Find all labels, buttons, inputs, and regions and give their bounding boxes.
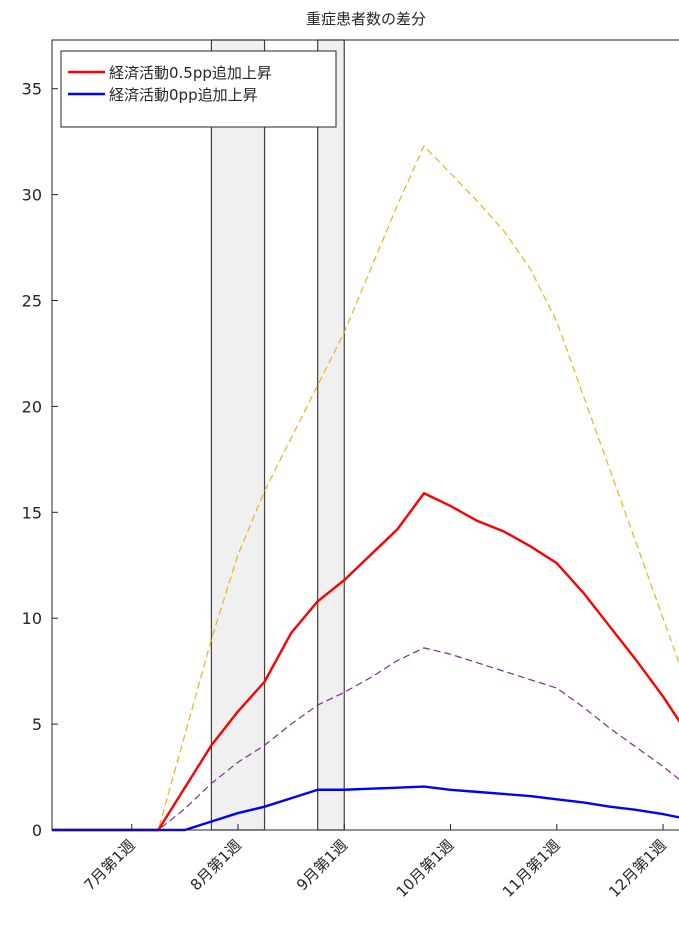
y-tick-label: 20 — [22, 397, 42, 416]
axes: 0 5 10 15 20 25 30 35 7月第1週 8月第1週 9月第1週 10月第1週 11月第1… — [22, 40, 679, 901]
chart-title: 重症患者数の差分 — [306, 10, 426, 28]
series-lines — [52, 146, 679, 830]
x-tick-label: 12月第1週 — [605, 836, 670, 901]
x-tick-label: 10月第1週 — [393, 836, 458, 901]
series-line-2 — [52, 787, 679, 830]
x-tick-label: 7月第1週 — [80, 836, 138, 894]
y-tick-label: 5 — [32, 715, 42, 734]
legend-label-2: 経済活動0pp追加上昇 — [109, 86, 258, 104]
x-tick-label: 11月第1週 — [499, 836, 564, 901]
series-line-3 — [52, 146, 679, 830]
y-tick-label: 35 — [22, 80, 42, 99]
y-tick-label: 15 — [22, 503, 42, 522]
legend-label-1: 経済活動0.5pp追加上昇 — [109, 64, 272, 82]
shaded-periods — [211, 40, 344, 830]
y-tick-label: 10 — [22, 609, 42, 628]
series-line-1 — [52, 493, 679, 830]
x-tick-label: 8月第1週 — [187, 836, 245, 894]
y-tick-label: 0 — [32, 821, 42, 840]
y-tick-label: 30 — [22, 186, 42, 205]
x-tick-label: 9月第1週 — [293, 836, 351, 894]
y-tick-label: 25 — [22, 292, 42, 311]
shaded-period-2 — [318, 40, 345, 830]
plot-frame — [52, 40, 679, 830]
